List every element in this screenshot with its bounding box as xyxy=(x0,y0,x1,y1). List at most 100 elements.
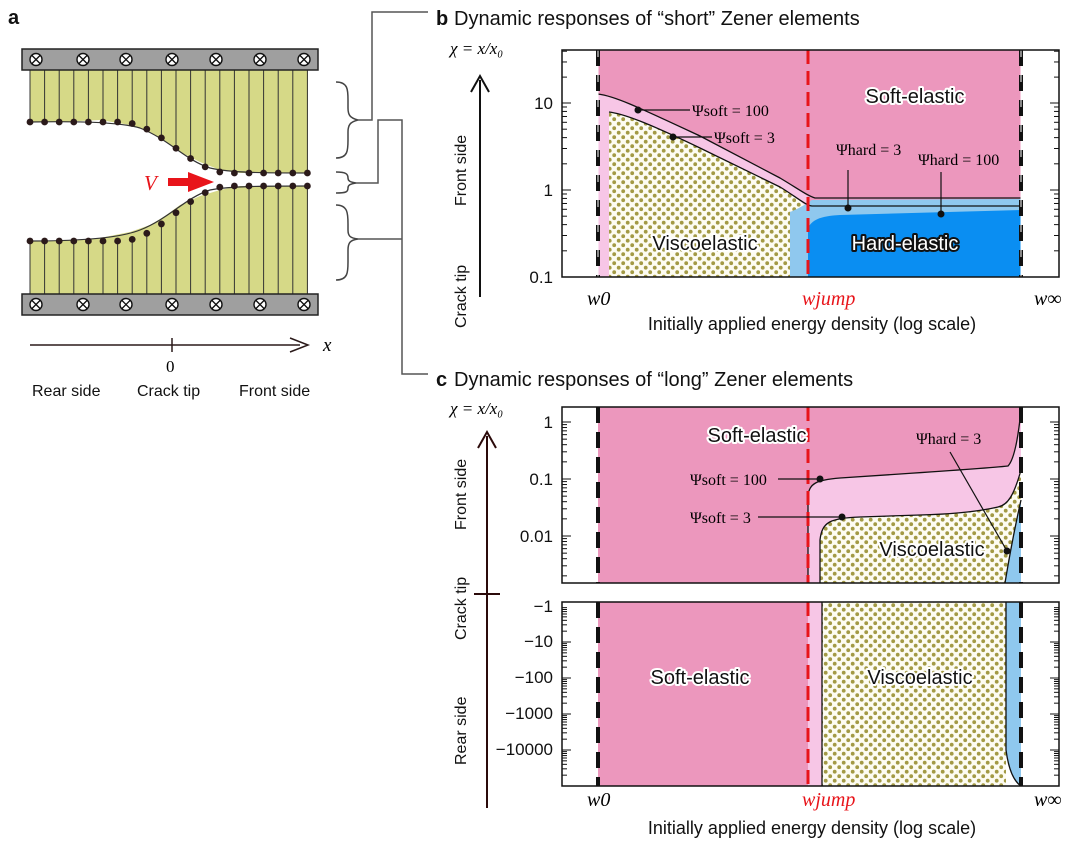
panel-c-soft100-label: Ψsoft = 100 xyxy=(690,472,767,489)
panel-a: a V x 0 Rear side Crack tip Front xyxy=(8,7,428,400)
panel-c-chi-label: χ = x/x₀ xyxy=(448,399,503,418)
panel-a-letter: a xyxy=(8,7,20,29)
otimes-x2-2-1 xyxy=(121,300,131,309)
panel-c-hard3-marker xyxy=(1003,547,1011,555)
otimes-x2-5-0 xyxy=(255,55,265,64)
panel-c-bottom-frame xyxy=(561,601,1060,787)
brace-rear xyxy=(335,204,359,281)
panel-c-soft3-label: Ψsoft = 3 xyxy=(690,510,751,527)
panel-b-hard-label: Hard-elastic xyxy=(852,233,959,255)
panel-c-bottom-visco-region xyxy=(822,602,1006,786)
otimes-x2-3-0 xyxy=(167,55,177,64)
node-bottom-15 xyxy=(245,182,253,190)
otimes-x2-6-1 xyxy=(299,300,309,309)
panel-c-front-side-label: Front side xyxy=(453,459,470,530)
panel-c-chi-arrowhead xyxy=(477,429,497,449)
panel-c-bottom-soft-label-halo: Soft-elastic xyxy=(651,667,750,689)
node-top-8 xyxy=(143,125,151,133)
velocity-arrow-head xyxy=(188,172,214,192)
panel-c-top-frame xyxy=(561,406,1060,584)
panel-c-top-visco-region xyxy=(820,470,1021,583)
node-bottom-14 xyxy=(231,182,238,190)
otimes-x2-4-0 xyxy=(211,55,221,64)
panel-c-psi-soft-3-curve xyxy=(819,469,1022,583)
otimes-x2-5-1 xyxy=(255,300,265,309)
panel-b-hard3-label: Ψhard = 3 xyxy=(836,142,901,159)
node-bottom-19 xyxy=(304,182,311,190)
connector-tip xyxy=(356,119,428,375)
panel-b-soft100-label: Ψsoft = 100 xyxy=(692,103,769,120)
velocity-label: V xyxy=(144,171,159,195)
node-top-7 xyxy=(128,120,136,127)
panel-c-bottom-soft-label: Soft-elastic xyxy=(651,667,750,689)
node-top-13 xyxy=(216,168,224,176)
material-strip-lower xyxy=(30,186,308,294)
panel-b-w0-label: w0 xyxy=(587,288,610,310)
panel-b-hard-label-halo: Hard-elastic xyxy=(852,233,959,255)
node-bottom-4 xyxy=(85,237,92,245)
panel-c-letter: c xyxy=(436,369,447,391)
otimes-x2-3-1 xyxy=(167,300,177,309)
panel-c-winf-label: w∞ xyxy=(1034,789,1062,811)
panel-b-psi-soft-3-curve xyxy=(608,111,1021,207)
panel-b-xlabel: Initially applied energy density (log sc… xyxy=(648,314,976,334)
node-bottom-10 xyxy=(172,209,180,217)
panel-c-bottom-tick-marks xyxy=(562,607,1059,787)
crack-tip-label: Crack tip xyxy=(137,383,200,400)
panel-c-hard3-label: Ψhard = 3 xyxy=(916,431,981,448)
node-bottom-3 xyxy=(70,237,78,245)
node-top-17 xyxy=(274,169,282,177)
panel-b-letter: b xyxy=(436,8,448,30)
panel-b-hard-region xyxy=(808,210,1021,277)
panel-c-top-tick-marks xyxy=(562,421,1059,577)
panel-b-chi-label: χ = x/x₀ xyxy=(448,39,503,58)
panel-b-visco-label-halo: Viscoelastic xyxy=(652,233,757,255)
otimes-x2-2-0 xyxy=(121,55,131,64)
node-bottom-5 xyxy=(99,237,107,245)
panel-c-ytick-neg10000: −10000 xyxy=(496,740,553,759)
node-bottom-6 xyxy=(114,237,121,245)
panel-b-title: Dynamic responses of “short” Zener eleme… xyxy=(454,8,860,30)
panel-b: b Dynamic responses of “short” Zener ele… xyxy=(436,8,1062,334)
node-bottom-12 xyxy=(201,189,209,197)
node-top-18 xyxy=(289,169,297,177)
x-axis-zero-label: 0 xyxy=(166,357,175,376)
node-top-3 xyxy=(70,118,78,126)
front-side-label: Front side xyxy=(239,383,310,400)
node-bottom-18 xyxy=(289,182,297,190)
panel-c-psi-hard-3-curve xyxy=(1004,499,1022,583)
panel-c-top-visco-label: Viscoelastic xyxy=(879,539,984,561)
node-top-5 xyxy=(99,118,107,126)
node-top-11 xyxy=(187,155,195,162)
panel-b-visco-region xyxy=(609,112,809,277)
panel-c-ytick-neg10: −10 xyxy=(524,632,553,651)
panel-b-soft3-label: Ψsoft = 3 xyxy=(714,130,775,147)
panel-c: c Dynamic responses of “long” Zener elem… xyxy=(436,369,1062,838)
node-top-14 xyxy=(231,169,238,177)
node-bottom-17 xyxy=(274,182,282,190)
panel-b-crack-tip-label: Crack tip xyxy=(453,265,470,328)
panel-b-ytick-1: 1 xyxy=(544,181,553,200)
otimes-x2-1-1 xyxy=(78,300,88,309)
panel-c-ytick-neg1000: −1000 xyxy=(505,704,553,723)
panel-b-front-side-label: Front side xyxy=(453,135,470,206)
panel-c-wjump-label: wjump xyxy=(802,789,855,811)
panel-c-bottom-soft-region xyxy=(598,602,808,786)
node-top-19 xyxy=(304,169,311,177)
panel-c-bottom-hard-band xyxy=(1006,602,1021,786)
brace-tip xyxy=(335,171,357,194)
brace-front-upper xyxy=(335,81,359,159)
spring-lines xyxy=(29,70,308,294)
otimes-symbols xyxy=(29,52,311,312)
panel-b-hard100-label: Ψhard = 100 xyxy=(918,152,999,169)
node-bottom-16 xyxy=(260,182,267,190)
panel-b-psi-soft-100-curve xyxy=(597,93,1021,199)
node-top-6 xyxy=(114,118,121,126)
otimes-x2-0-0 xyxy=(31,55,41,64)
panel-c-soft100-marker xyxy=(816,475,824,483)
panel-c-top-visco-label-halo: Viscoelastic xyxy=(879,539,984,561)
node-top-0 xyxy=(26,118,34,126)
node-bottom-7 xyxy=(128,235,136,243)
node-bottom-11 xyxy=(187,198,195,206)
x-axis-arrowhead xyxy=(289,337,311,353)
